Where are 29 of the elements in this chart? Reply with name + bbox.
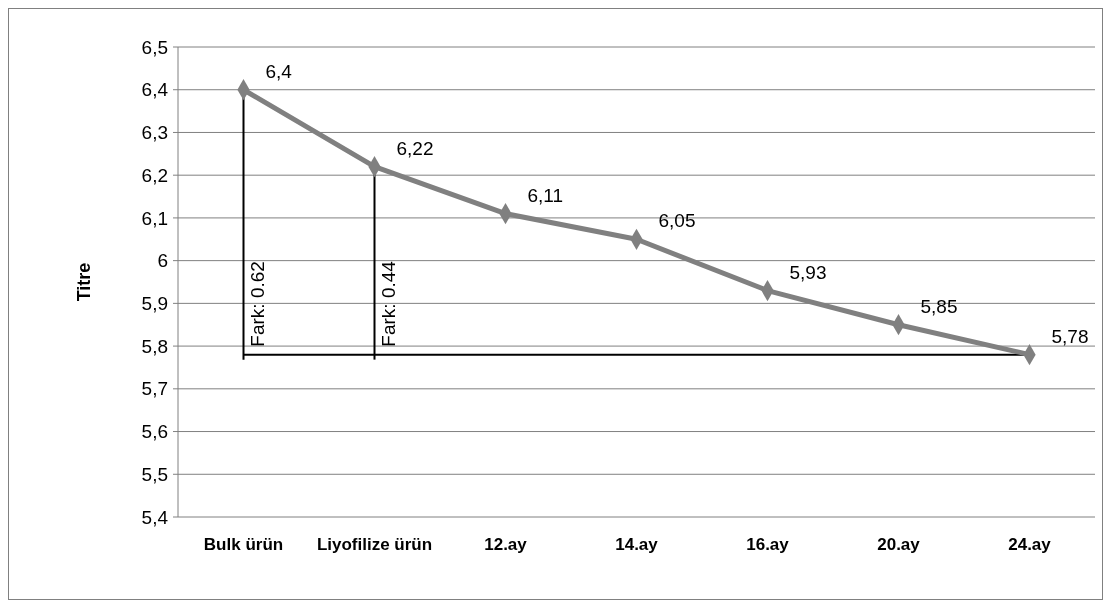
y-tick-label: 5,6 xyxy=(141,421,168,443)
y-tick-label: 6,1 xyxy=(141,207,168,229)
x-tick-label: 14.ay xyxy=(615,535,659,554)
data-label: 5,78 xyxy=(1051,325,1089,347)
annotation: Fark: 0.44 xyxy=(377,260,399,347)
x-tick-label: Liyofilize ürün xyxy=(316,535,433,554)
data-label: 6,22 xyxy=(396,137,434,159)
y-tick-label: 6,4 xyxy=(141,79,169,101)
y-tick-label: 6,2 xyxy=(141,164,168,186)
data-label: 6,05 xyxy=(658,210,696,232)
y-tick-label: 5,9 xyxy=(141,293,168,315)
x-tick-label: 24.ay xyxy=(1008,535,1052,554)
y-tick-label: 6,5 xyxy=(141,36,168,58)
data-label: 5,85 xyxy=(920,295,958,317)
y-tick-label: 5,4 xyxy=(141,506,169,528)
x-tick-label: 16.ay xyxy=(746,535,790,554)
data-label: 6,4 xyxy=(265,60,293,82)
data-label: 5,93 xyxy=(789,261,827,283)
x-tick-label: 20.ay xyxy=(877,535,921,554)
y-tick-label: 6 xyxy=(157,250,168,272)
annotation: Fark: 0.62 xyxy=(246,261,268,347)
y-tick-label: 5,5 xyxy=(141,463,168,485)
y-tick-label: 5,8 xyxy=(141,335,168,357)
x-tick-label: Bulk ürün xyxy=(203,535,284,554)
y-tick-label: 6,3 xyxy=(141,122,168,144)
x-tick-label: 12.ay xyxy=(484,535,528,554)
data-label: 6,11 xyxy=(527,184,564,206)
y-tick-label: 5,7 xyxy=(141,378,168,400)
y-axis-title: Titre xyxy=(74,262,94,302)
